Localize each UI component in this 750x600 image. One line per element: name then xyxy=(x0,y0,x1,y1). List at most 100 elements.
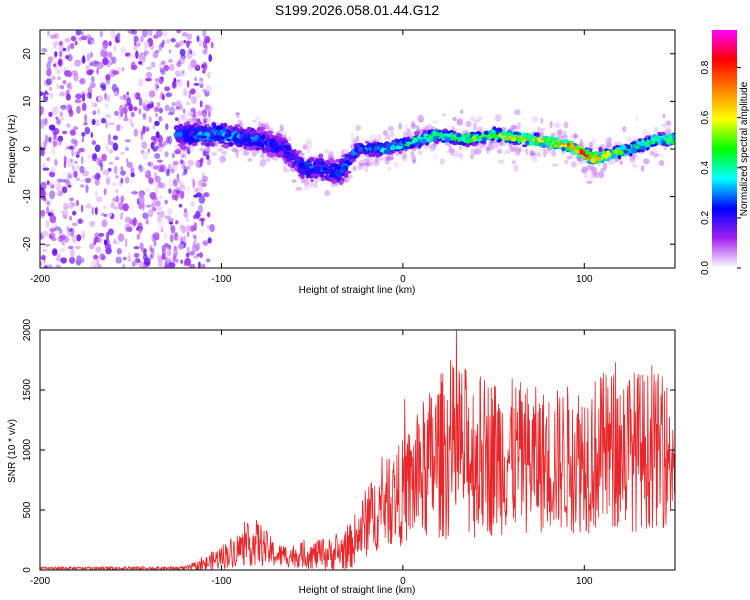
spectrogram-noise-cell xyxy=(201,63,206,69)
spectrogram-noise-cell xyxy=(40,209,46,217)
spectrogram-noise-cell xyxy=(193,234,197,239)
spectrogram-noise-cell xyxy=(168,262,176,268)
spectrogram-noise-cell xyxy=(133,45,137,51)
spectrogram-ridge-cell xyxy=(299,168,306,174)
snr-series-line xyxy=(40,330,675,570)
spectrogram-noise-cell xyxy=(40,142,43,146)
spectrogram-ridge-cell xyxy=(260,147,264,150)
spectrogram-noise-cell xyxy=(179,181,184,186)
spectrogram-noise-cell xyxy=(99,30,104,38)
spectrogram-ridge-cell xyxy=(226,139,232,142)
spectrogram-ridge-cell xyxy=(306,171,311,175)
spectrogram-ridge-cell xyxy=(350,152,357,156)
spectrogram-ridge-cell xyxy=(186,121,191,124)
spectrogram-noise-cell xyxy=(79,165,85,174)
spectrogram-noise-cell xyxy=(103,188,107,196)
spectrogram-halo-cell xyxy=(661,123,666,127)
spectrogram-noise-cell xyxy=(75,154,80,158)
spectrogram-noise-cell xyxy=(165,92,173,98)
spectrogram-noise-cell xyxy=(168,63,175,72)
spectrogram-noise-cell xyxy=(201,172,205,178)
spectrogram-noise-cell xyxy=(157,260,164,268)
spectrogram-ridge-cell xyxy=(598,146,603,153)
spectrogram-ridge-cell xyxy=(378,143,384,148)
spectrogram-noise-cell xyxy=(207,71,211,79)
spectrogram-noise-cell xyxy=(205,37,210,44)
spectrogram-ridge-cell xyxy=(392,149,396,154)
spectrogram-noise-cell xyxy=(73,170,78,178)
spectrogram-noise-cell xyxy=(128,53,135,60)
spectrogram-halo-cell xyxy=(456,119,461,126)
spectrogram-noise-cell xyxy=(201,263,206,268)
spectrogram-ridge-cell xyxy=(412,140,416,144)
spectrogram-noise-cell xyxy=(187,159,195,167)
spectrogram-halo-cell xyxy=(663,146,667,151)
spectrogram-noise-cell xyxy=(148,90,156,98)
spectrogram-ridge-cell xyxy=(406,141,411,145)
spectrogram-halo-cell xyxy=(531,115,538,123)
spectrogram-ridge-cell xyxy=(255,146,260,151)
spectrogram-halo-cell xyxy=(625,135,632,140)
spectrogram-noise-cell xyxy=(44,117,48,126)
spectrogram-halo-cell xyxy=(487,143,494,151)
spectrogram-noise-cell xyxy=(151,233,156,242)
spectrogram-noise-cell xyxy=(125,158,129,164)
spectrogram-ridge-cell xyxy=(252,142,256,146)
spectrogram-noise-cell xyxy=(190,201,195,207)
spectrogram-ridge-cell xyxy=(560,147,567,150)
spectrogram-ridge-cell xyxy=(459,141,466,146)
spectrogram-noise-cell xyxy=(158,78,163,85)
spectrogram-noise-cell xyxy=(67,184,72,188)
spectrogram-halo-cell xyxy=(251,149,257,157)
spectrogram-noise-cell xyxy=(53,127,60,135)
spectrogram-noise-cell xyxy=(183,210,189,218)
spectrogram-noise-cell xyxy=(59,247,66,253)
spectrogram-noise-cell xyxy=(59,85,65,90)
spectrogram-noise-cell xyxy=(46,201,51,206)
spectrogram-noise-cell xyxy=(206,258,211,263)
spectrogram-noise-cell xyxy=(43,196,47,202)
spectrogram-noise-cell xyxy=(177,118,181,127)
spectrogram-noise-cell xyxy=(101,154,107,162)
spectrogram-ridge-cell xyxy=(554,141,559,146)
spectrogram-noise-cell xyxy=(67,174,73,179)
spectrogram-ridge-cell xyxy=(223,127,227,133)
spectrogram-noise-cell xyxy=(57,76,61,80)
spectrogram-noise-cell xyxy=(90,132,94,138)
spectrogram-ridge-cell xyxy=(432,138,437,142)
spectrogram-noise-cell xyxy=(197,185,204,193)
spectrogram-ridge-cell xyxy=(512,136,517,142)
spectrogram-noise-cell xyxy=(164,151,169,158)
spectrogram-noise-cell xyxy=(59,50,63,57)
spectrogram-noise-cell xyxy=(51,106,59,115)
spectrogram-noise-cell xyxy=(162,249,166,257)
spectrogram-ridge-cell xyxy=(262,134,266,139)
spectrogram-noise-cell xyxy=(94,232,100,239)
spectrogram-noise-cell xyxy=(74,245,81,250)
spectrogram-noise-cell xyxy=(160,164,167,173)
spectrogram-halo-cell xyxy=(460,153,464,161)
spectrogram-noise-cell xyxy=(164,199,168,205)
spectrogram-noise-cell xyxy=(124,216,131,224)
spectrogram-noise-cell xyxy=(140,56,146,62)
spectrogram-noise-cell xyxy=(194,187,199,193)
spectrogram-noise-cell xyxy=(49,227,56,233)
spectrogram-noise-cell xyxy=(81,35,88,41)
spectrogram-noise-cell xyxy=(188,91,192,99)
spectrogram-noise-cell xyxy=(139,242,144,250)
spectrogram-halo-cell xyxy=(417,114,424,123)
spectrogram-ridge-cell xyxy=(520,136,524,141)
spectrogram-halo-cell xyxy=(265,157,269,164)
spectrogram-noise-cell xyxy=(68,231,72,237)
spectrogram-noise-cell xyxy=(65,55,70,60)
spectrogram-ridge-cell xyxy=(225,133,232,137)
spectrogram-ridge-cell xyxy=(269,142,273,148)
spectrogram-noise-cell xyxy=(127,252,131,260)
spectrogram-ridge-cell xyxy=(308,165,314,169)
spectrogram-noise-cell xyxy=(96,67,99,75)
spectrogram-halo-cell xyxy=(179,114,185,120)
spectrogram-noise-cell xyxy=(163,264,170,268)
spectrogram-halo-cell xyxy=(564,159,569,165)
spectrogram-noise-cell xyxy=(50,166,56,173)
spectrogram-noise-cell xyxy=(81,102,87,112)
